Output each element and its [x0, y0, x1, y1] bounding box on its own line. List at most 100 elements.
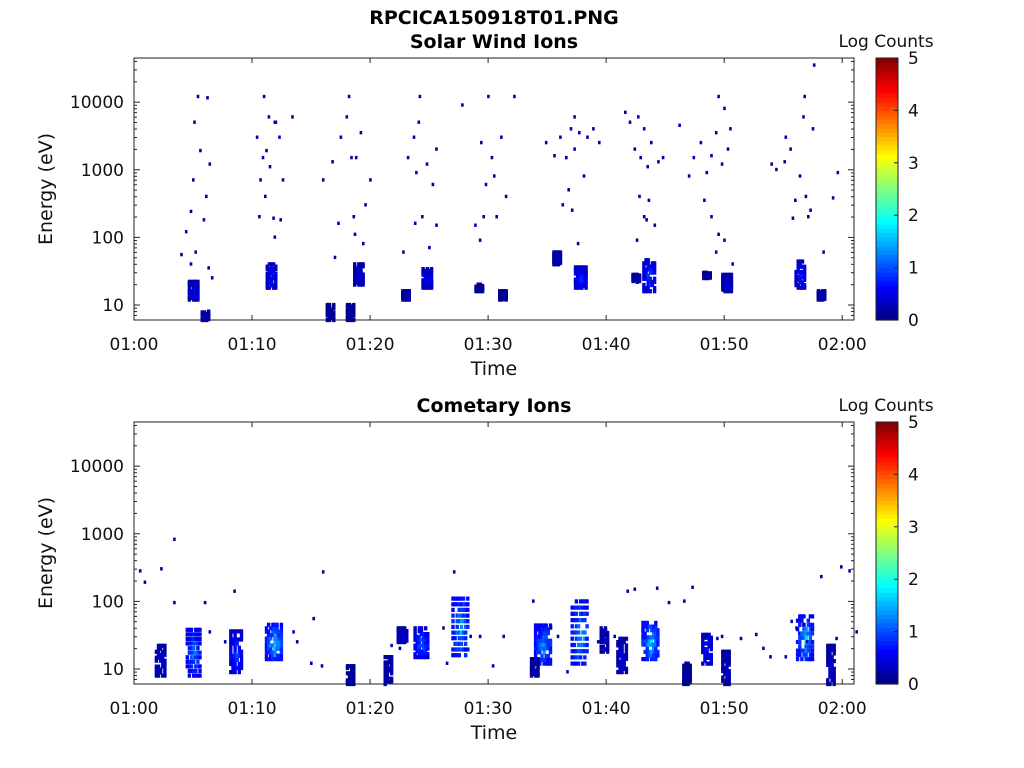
heatmap-cell — [417, 646, 421, 651]
heatmap-cell — [794, 198, 797, 202]
heatmap-cell — [536, 650, 540, 655]
heatmap-cell — [138, 569, 142, 573]
colorbar-segment — [876, 154, 898, 160]
heatmap-cell — [266, 646, 271, 651]
heatmap-cell — [804, 627, 808, 632]
heatmap-cell — [618, 666, 622, 671]
heatmap-cell — [189, 636, 194, 642]
heatmap-cell — [645, 628, 649, 633]
heatmap-cell — [264, 194, 267, 199]
heatmap-cell — [802, 614, 806, 619]
heatmap-cell — [620, 656, 624, 661]
heatmap-cell — [647, 642, 652, 647]
heatmap-cell — [476, 282, 480, 287]
heatmap-cell — [457, 647, 461, 652]
heatmap-cell — [605, 640, 610, 645]
heatmap-cell — [275, 646, 279, 651]
colorbar-tick-label: 2 — [908, 570, 919, 590]
heatmap-cell — [279, 636, 284, 641]
heatmap-cell — [794, 280, 798, 285]
heatmap-cell — [154, 667, 159, 672]
colorbar-label: Log Counts — [838, 396, 933, 416]
colorbar-segment — [876, 579, 898, 585]
heatmap-cell — [279, 629, 284, 634]
heatmap-cell — [352, 302, 356, 308]
heatmap-cell — [274, 276, 278, 281]
heatmap-cell — [798, 259, 802, 264]
heatmap-cell — [161, 643, 165, 648]
heatmap-cell — [585, 649, 589, 654]
heatmap-cell — [383, 679, 387, 684]
heatmap-cell — [714, 250, 718, 254]
heatmap-cell — [721, 659, 725, 664]
heatmap-cell — [720, 162, 724, 166]
heatmap-cell — [727, 659, 731, 664]
heatmap-cell — [419, 626, 424, 631]
heatmap-cell — [739, 636, 743, 641]
heatmap-cell — [646, 267, 650, 272]
colorbar-tick-label: 1 — [908, 259, 919, 279]
colorbar-segment — [876, 518, 898, 524]
heatmap-cell — [804, 652, 808, 657]
y-axis-label: Energy (eV) — [35, 497, 57, 609]
heatmap-cell — [727, 276, 731, 281]
colorbar-segment — [876, 162, 898, 168]
colorbar-segment — [876, 145, 898, 151]
heatmap-cell — [651, 631, 656, 636]
heatmap-cell — [400, 638, 405, 643]
heatmap-cell — [235, 665, 239, 671]
heatmap-cell — [727, 681, 731, 687]
heatmap-cell — [529, 657, 534, 662]
heatmap-cell — [457, 630, 461, 635]
heatmap-cell — [235, 653, 239, 658]
heatmap-cell — [651, 628, 656, 633]
heatmap-cell — [156, 670, 161, 675]
heatmap-cell — [383, 671, 387, 676]
heatmap-cell — [651, 642, 656, 647]
heatmap-cell — [493, 174, 496, 178]
heatmap-cell — [532, 657, 536, 662]
heatmap-cell — [163, 670, 167, 675]
heatmap-cell — [642, 289, 646, 294]
heatmap-cell — [706, 271, 710, 276]
heatmap-cell — [189, 279, 194, 284]
heatmap-cell — [570, 611, 574, 616]
heatmap-cell — [830, 659, 834, 664]
heatmap-cell — [576, 618, 581, 623]
heatmap-cell — [808, 622, 813, 627]
heatmap-cell — [755, 632, 758, 637]
heatmap-cell — [646, 264, 650, 269]
heatmap-cell — [544, 627, 548, 632]
colorbar-segment — [876, 75, 898, 81]
heatmap-cell — [453, 636, 457, 641]
heatmap-cell — [544, 638, 548, 643]
heatmap-cell — [189, 288, 194, 293]
heatmap-cell — [603, 630, 608, 636]
heatmap-cell — [683, 599, 686, 603]
heatmap-cell — [703, 658, 707, 663]
heatmap-cell — [579, 636, 583, 641]
heatmap-cell — [453, 641, 457, 646]
heatmap-cell — [652, 264, 657, 269]
heatmap-cell — [644, 289, 648, 294]
heatmap-cell — [642, 127, 646, 131]
heatmap-cell — [459, 613, 464, 618]
heatmap-cell — [264, 643, 269, 648]
heatmap-cell — [281, 178, 285, 182]
heatmap-cell — [682, 667, 686, 672]
heatmap-cell — [429, 274, 434, 279]
heatmap-cell — [229, 657, 233, 662]
heatmap-cell — [163, 649, 167, 654]
heatmap-cell — [192, 673, 196, 678]
heatmap-cell — [156, 667, 161, 672]
heatmap-cell — [686, 667, 690, 672]
colorbar-tick-label: 2 — [908, 206, 919, 226]
colorbar-tick-label: 0 — [908, 311, 919, 331]
heatmap-cell — [417, 634, 421, 639]
heatmap-cell — [538, 646, 542, 651]
heatmap-cell — [643, 620, 647, 625]
heatmap-cell — [832, 666, 836, 671]
heatmap-cell — [355, 280, 359, 285]
heatmap-cell — [425, 274, 430, 279]
